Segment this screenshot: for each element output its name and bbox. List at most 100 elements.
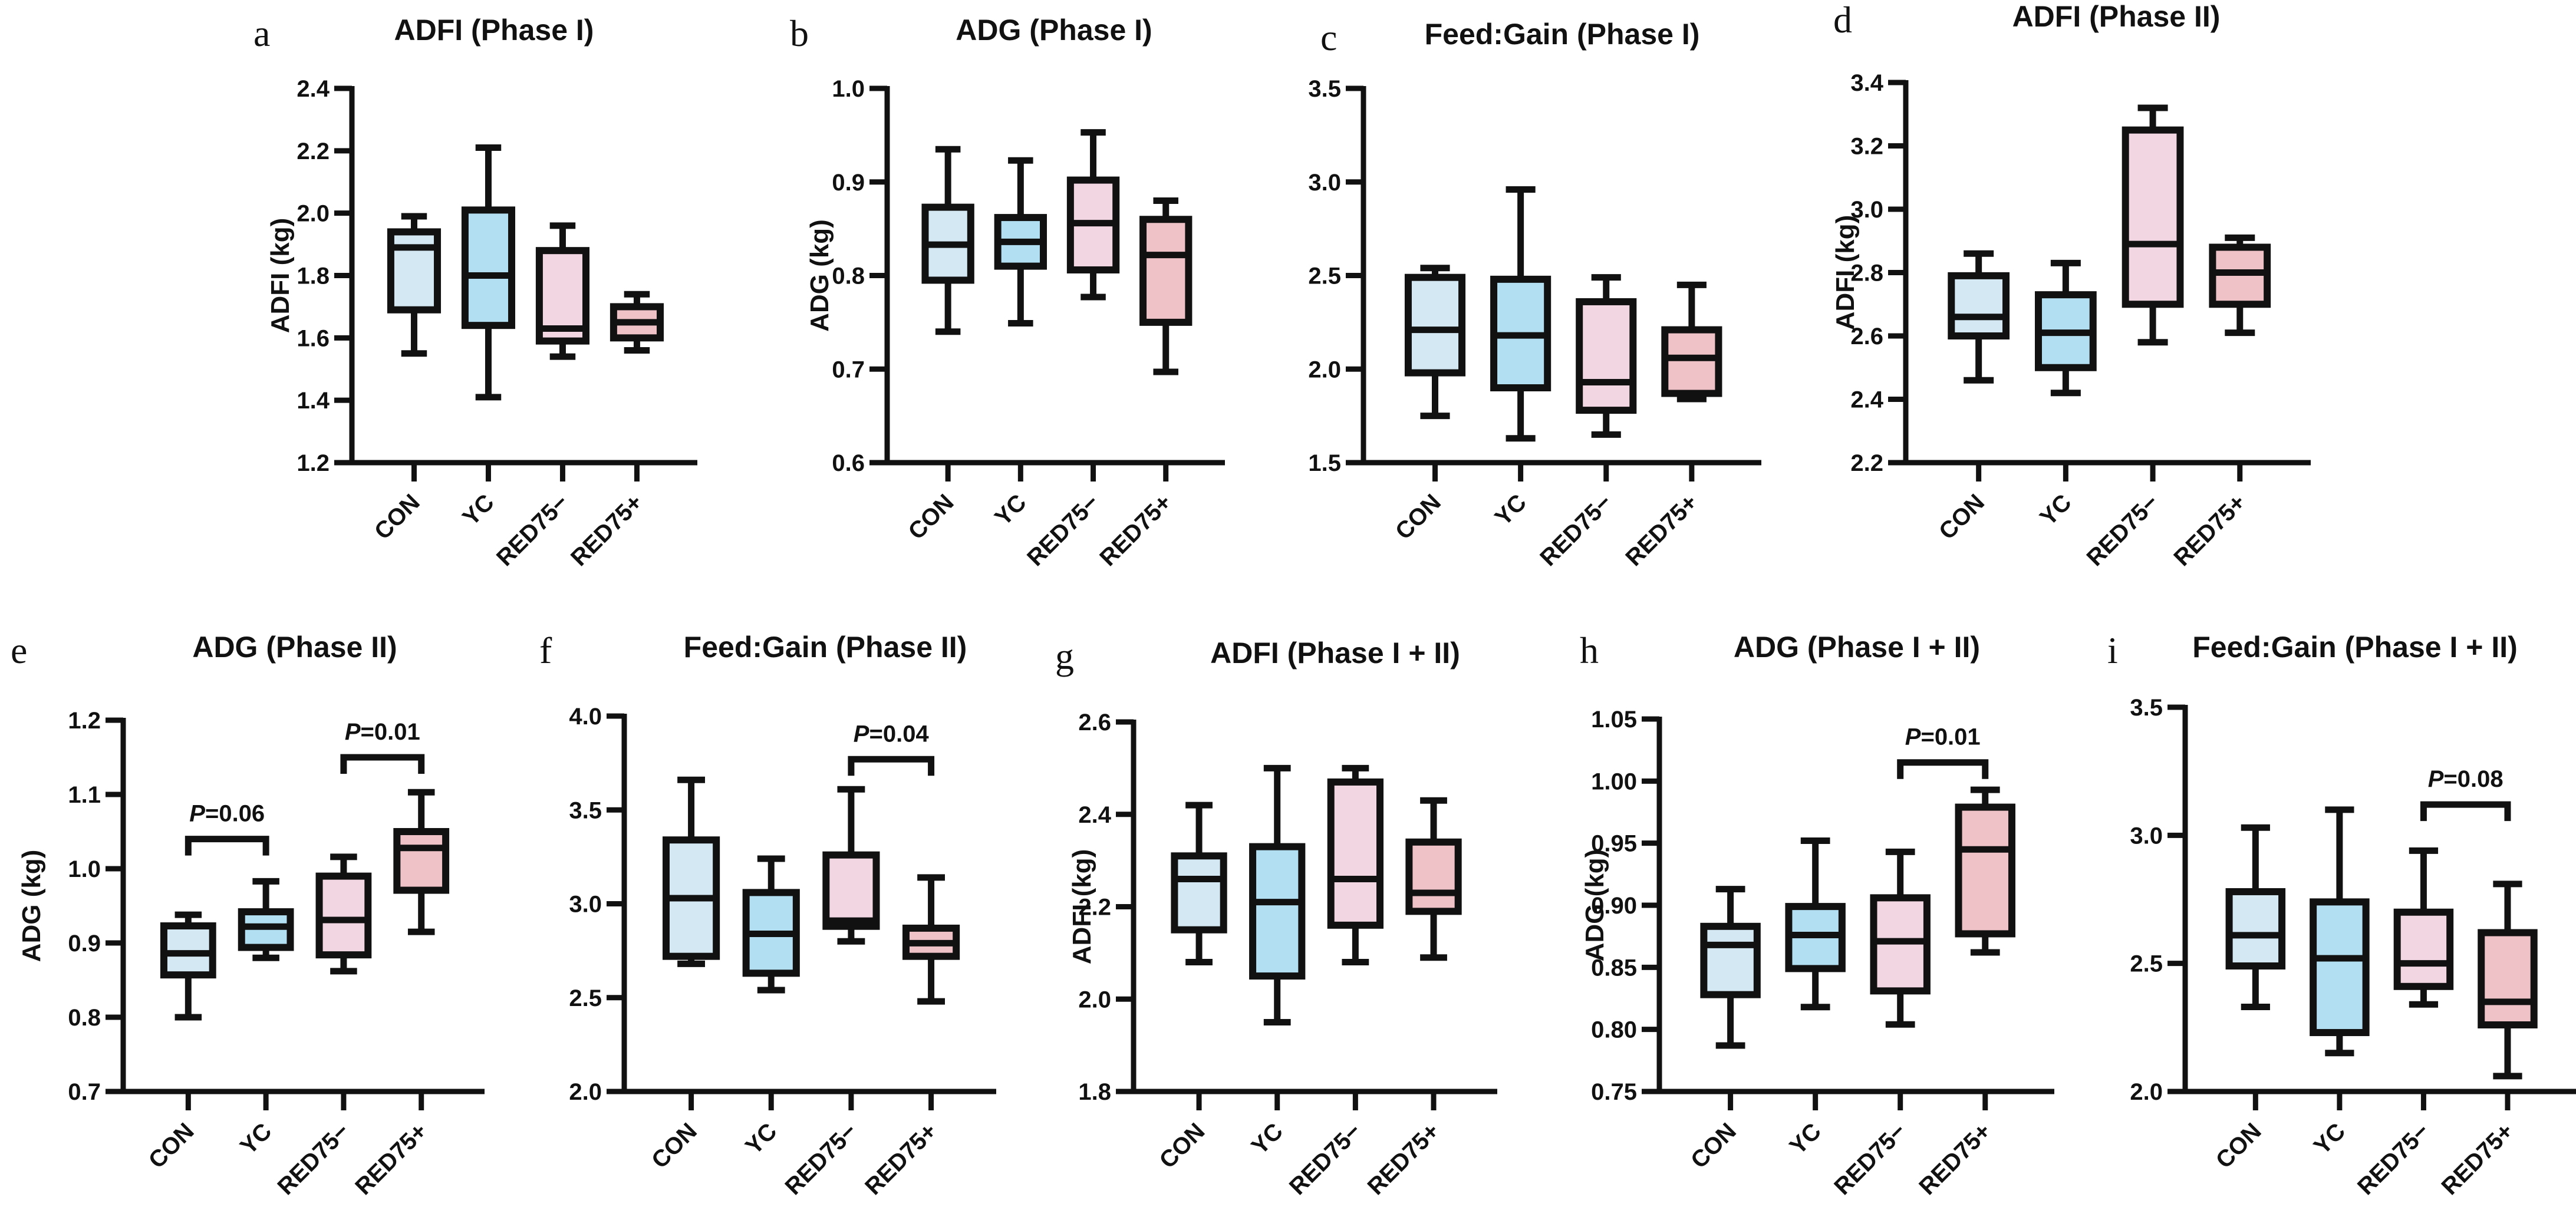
x-tick-label: RED75+ xyxy=(2437,1118,2519,1200)
panel-title: Feed:Gain (Phase I) xyxy=(1425,18,1700,51)
box-red75 xyxy=(535,222,590,360)
panel-title: ADFI (Phase II) xyxy=(2012,0,2221,33)
box-yc xyxy=(2310,806,2370,1057)
box-red75 xyxy=(1576,274,1637,438)
iqr-box xyxy=(2393,908,2454,990)
y-tick-label: 2.0 xyxy=(569,1079,602,1105)
y-tick-label: 2.2 xyxy=(297,138,330,164)
x-tick-label: RED75− xyxy=(1535,489,1617,571)
y-tick-label: 1.05 xyxy=(1591,707,1637,733)
y-tick-label: 1.8 xyxy=(297,263,330,289)
y-tick-label: 3.5 xyxy=(1308,76,1341,102)
x-tick-label: RED75+ xyxy=(1363,1118,1445,1200)
panel-h: h ADG (Phase I + II) ADG (kg) 0.75 0.80 0.85 0… xyxy=(1580,629,2054,1200)
box-red75 xyxy=(1870,848,1931,1028)
x-tick-label: RED75+ xyxy=(860,1118,942,1200)
x-tick-label: RED75+ xyxy=(350,1118,432,1200)
box-con xyxy=(1404,265,1466,420)
iqr-box xyxy=(1661,326,1722,397)
iqr-box xyxy=(1405,838,1462,915)
box-con xyxy=(160,911,216,1021)
x-tick-label: RED75− xyxy=(492,489,574,571)
y-tick-label: 0.75 xyxy=(1591,1079,1637,1105)
significance-bracket: P=0.06 xyxy=(185,801,269,856)
y-tick-label: 0.80 xyxy=(1591,1017,1637,1043)
panel-e: e ADG (Phase II) ADG (kg) 0.7 0.8 0.9 1.0 1.1 1.… xyxy=(11,629,485,1200)
panel-i: i Feed:Gain (Phase I + II) 2.0 2.5 3.0 3.5 CON… xyxy=(2107,629,2576,1200)
x-tick-label: RED75− xyxy=(1022,489,1104,571)
iqr-box xyxy=(2225,888,2286,970)
iqr-box xyxy=(461,206,516,329)
box-red75 xyxy=(902,874,960,1005)
panel-letter: h xyxy=(1580,629,1599,671)
box-yc xyxy=(238,878,294,961)
x-tick-label: RED75− xyxy=(272,1118,354,1200)
y-tick-label: 4.0 xyxy=(569,704,602,730)
box-red75 xyxy=(2122,104,2184,346)
box-red75 xyxy=(2209,234,2271,337)
significance-bracket: P=0.08 xyxy=(2420,766,2511,822)
panel-title: ADFI (Phase I) xyxy=(394,14,594,47)
y-tick-label: 0.9 xyxy=(832,170,865,196)
y-tick-label: 0.95 xyxy=(1591,831,1637,857)
x-tick-label: YC xyxy=(740,1118,782,1159)
y-tick-label: 1.4 xyxy=(297,388,330,414)
panel-f: f Feed:Gain (Phase II) 2.0 2.5 3.0 3.5 4.0 CON Y… xyxy=(539,629,996,1200)
panel-title: ADG (Phase I + II) xyxy=(1734,631,1980,664)
y-axis-label: ADG (kg) xyxy=(17,850,46,962)
y-tick-label: 3.0 xyxy=(1308,170,1341,196)
x-tick-label: CON xyxy=(1391,489,1446,545)
panel-title: ADG (Phase II) xyxy=(192,631,397,664)
panel-g: g ADFI (Phase I + II) ADFI (kg) 1.8 2.0 2.2 2.… xyxy=(1055,635,1497,1200)
iqr-box xyxy=(1576,298,1637,414)
p-value-label: P=0.01 xyxy=(1905,724,1981,750)
box-red75 xyxy=(393,789,450,935)
x-tick-label: RED75+ xyxy=(2169,489,2251,571)
box-con xyxy=(1700,886,1761,1049)
y-tick-label: 3.0 xyxy=(1850,197,1883,223)
box-con xyxy=(1948,250,2010,384)
iqr-box xyxy=(2310,898,2370,1037)
x-tick-label: RED75+ xyxy=(1095,489,1177,571)
box-red75 xyxy=(1327,764,1384,966)
y-tick-label: 2.6 xyxy=(1078,710,1111,736)
x-tick-label: CON xyxy=(904,489,959,545)
box-yc xyxy=(2034,259,2097,397)
x-tick-label: RED75+ xyxy=(1620,489,1702,571)
x-tick-label: YC xyxy=(990,489,1031,530)
iqr-box xyxy=(1700,922,1761,998)
box-red75 xyxy=(610,291,664,354)
panel-a: a ADFI (Phase I) ADFI (kg) 1.2 1.4 1.6 1.8 2.0 2… xyxy=(253,12,697,571)
bracket-line xyxy=(185,836,269,856)
x-tick-label: RED75− xyxy=(1284,1118,1366,1200)
panel-title: ADFI (Phase I + II) xyxy=(1210,637,1460,670)
y-tick-label: 1.0 xyxy=(832,76,865,102)
bracket-line xyxy=(2420,801,2511,822)
iqr-box xyxy=(1249,843,1306,980)
bracket-line xyxy=(340,754,425,774)
y-tick-label: 3.0 xyxy=(569,892,602,918)
y-tick-label: 0.6 xyxy=(832,450,865,476)
y-tick-label: 2.0 xyxy=(1078,987,1111,1013)
y-axis-label: ADG (kg) xyxy=(1580,849,1609,962)
panel-letter: c xyxy=(1320,17,1337,58)
y-tick-label: 2.4 xyxy=(1850,387,1883,413)
box-con xyxy=(2225,824,2286,1011)
y-tick-label: 3.2 xyxy=(1850,134,1883,160)
p-value-label: P=0.06 xyxy=(189,801,265,827)
y-tick-label: 3.5 xyxy=(2130,695,2163,721)
x-tick-label: YC xyxy=(1247,1118,1288,1159)
panel-title: Feed:Gain (Phase I + II) xyxy=(2192,631,2518,664)
y-tick-label: 3.0 xyxy=(2130,823,2163,849)
significance-bracket: P=0.01 xyxy=(1897,724,1989,779)
y-tick-label: 0.90 xyxy=(1591,893,1637,919)
y-tick-label: 1.0 xyxy=(68,856,101,882)
y-tick-label: 0.8 xyxy=(68,1005,101,1031)
x-tick-label: YC xyxy=(235,1118,276,1159)
y-tick-label: 1.2 xyxy=(68,708,101,734)
panel-title: ADG (Phase I) xyxy=(956,14,1152,47)
box-red75 xyxy=(1405,797,1462,961)
panel-d: d ADFI (Phase II) ADFI (kg) 2.2 2.4 2.6 2.8 3.0… xyxy=(1831,0,2311,571)
x-tick-label: RED75− xyxy=(2353,1118,2435,1200)
